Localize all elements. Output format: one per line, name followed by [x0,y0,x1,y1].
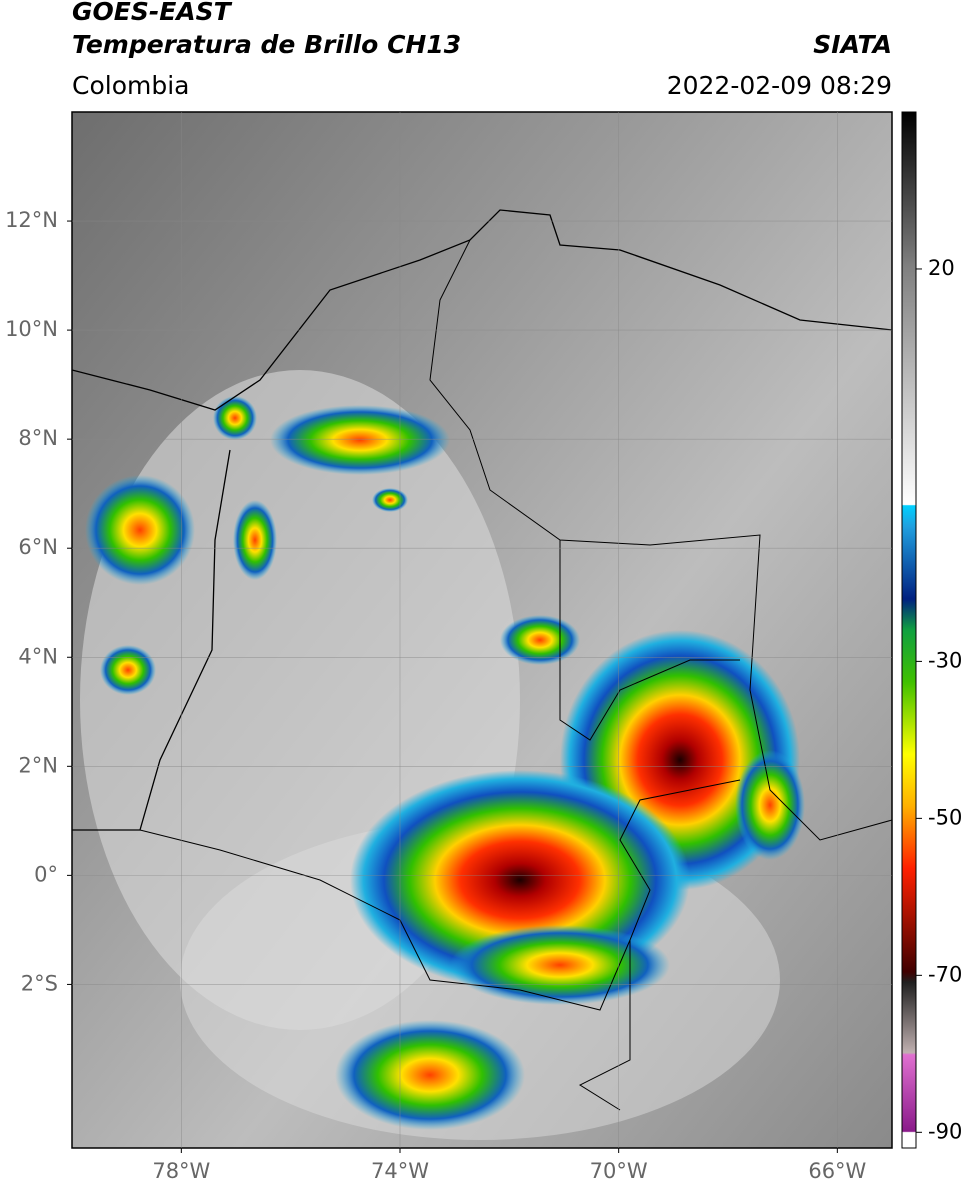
border [139,779,741,1011]
storm-cell [450,925,670,1005]
region: Colombia [72,71,189,100]
storm-cell [270,405,450,475]
y-tick-label: 2°N [18,753,58,777]
colorbar [901,111,917,1149]
source: SIATA [813,30,892,59]
storm-cell [335,1020,525,1130]
x-tick-label: 70°W [590,1159,648,1183]
storm-cell [100,645,156,695]
y-tick-label: 8°N [18,426,58,450]
datetime: 2022-02-09 08:29 [667,71,892,100]
y-tick-label: 0° [34,862,58,886]
colorbar-tick-label: 20 [928,256,955,280]
subtitle: Temperatura de Brillo CH13 [72,30,461,59]
border [578,940,631,1111]
y-tick-label: 10°N [5,317,58,341]
x-tick-label: 66°W [808,1159,866,1183]
storm-cell [735,750,805,860]
coastline [72,449,231,831]
y-tick-label: 2°S [21,971,58,995]
y-tick-label: 6°N [18,535,58,559]
map-frame [71,111,893,1149]
storm-cell [213,396,257,440]
y-tick-label: 12°N [5,208,58,232]
satellite-image [72,112,892,1148]
colorbar-tick-label: -30 [928,648,962,672]
y-tick-label: 4°N [18,644,58,668]
border [429,239,892,841]
storm-cell [372,488,408,512]
x-tick-label: 78°W [152,1159,210,1183]
storm-cell [233,500,277,580]
colorbar-tick-label: -90 [928,1119,962,1143]
coastline [72,209,892,411]
storm-cell [85,475,195,585]
colorbar-tick-label: -50 [928,805,962,829]
title: GOES-EAST [72,0,233,26]
x-tick-label: 74°W [371,1159,429,1183]
border [559,540,740,741]
colorbar-tick-label: -70 [928,962,962,986]
